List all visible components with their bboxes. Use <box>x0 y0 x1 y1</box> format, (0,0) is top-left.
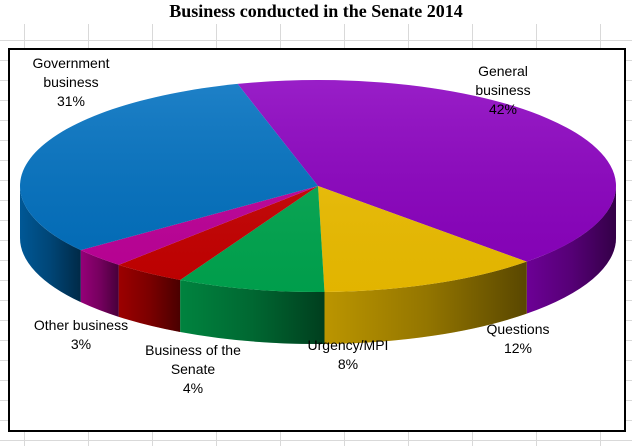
data-label-category-line: Other business <box>33 317 129 333</box>
pie-side-shading <box>180 279 325 344</box>
pie-top-highlight <box>20 80 616 292</box>
data-label-percent: 31% <box>56 93 86 109</box>
chart-title: Business conducted in the Senate 2014 <box>0 0 632 24</box>
data-label-category-line: Urgency/MPI <box>307 337 389 353</box>
data-label-government-business: Government business 31% <box>0 54 146 111</box>
data-label-business-of-the-senate: Business of the Senate 4% <box>118 341 268 398</box>
data-label-questions: Questions 12% <box>448 320 588 358</box>
data-label-other-business: Other business 3% <box>6 316 156 354</box>
pie-side-walls <box>20 186 616 344</box>
data-label-percent: 4% <box>182 380 204 396</box>
data-label-percent: 8% <box>337 356 359 372</box>
data-label-category-line: business <box>475 82 531 98</box>
data-label-percent: 12% <box>503 340 533 356</box>
data-label-general-business: General business 42% <box>428 62 578 119</box>
data-label-category-line: business <box>43 74 99 90</box>
data-label-category-line: Questions <box>486 321 550 337</box>
data-label-percent: 42% <box>488 101 518 117</box>
pie-side-shading <box>80 250 119 317</box>
pie-side-shading <box>118 264 181 332</box>
data-label-category-line: General <box>478 63 528 79</box>
data-label-percent: 3% <box>70 336 92 352</box>
data-label-urgency-mpi: Urgency/MPI 8% <box>268 336 428 374</box>
pie-top-faces <box>19 80 617 292</box>
data-label-category-line: Senate <box>170 361 216 377</box>
pie-side-shading <box>20 186 81 303</box>
data-label-category-line: Business of the <box>145 342 241 358</box>
data-label-category-line: Government <box>32 55 110 71</box>
pie-side-shading <box>526 186 616 314</box>
pie-side-shading <box>324 261 527 344</box>
